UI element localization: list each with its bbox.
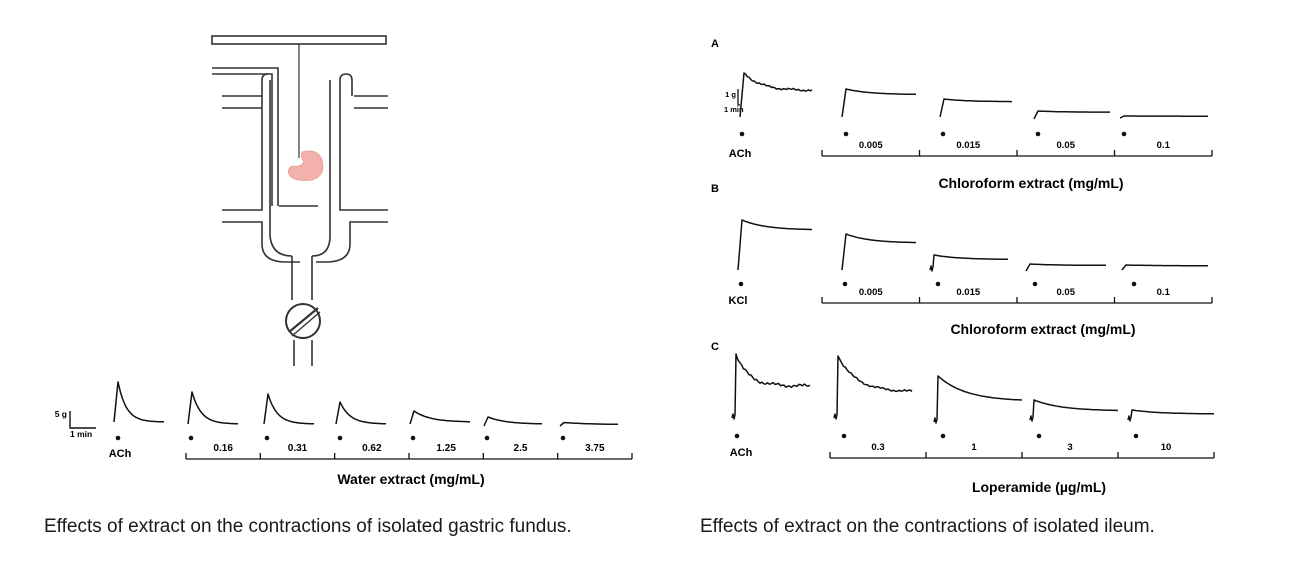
contraction-trace [833, 355, 913, 420]
axis-title-a: Chloroform extract (mg/mL) [938, 175, 1123, 191]
dose-label: 0.1 [1157, 287, 1171, 298]
contraction-trace [187, 391, 238, 425]
contraction-trace [335, 401, 387, 425]
contraction-trace [1119, 115, 1208, 119]
first-agent-label-b: KCl [729, 295, 748, 307]
application-marker [188, 435, 194, 441]
application-marker [1133, 433, 1139, 439]
application-marker [940, 131, 946, 137]
dose-label: 0.05 [1057, 140, 1076, 151]
contraction-trace [739, 72, 813, 118]
stomach-tissue [288, 150, 324, 181]
application-marker [935, 281, 941, 287]
axis-title-left: Water extract (mg/mL) [337, 471, 484, 487]
panel-letter-c: C [711, 341, 719, 353]
dose-axis-left: 0.16 0.31 0.62 1.25 2.5 3.75 [185, 443, 633, 460]
axis-title-c: Loperamide (µg/mL) [972, 479, 1106, 495]
dose-label: 0.3 [871, 442, 884, 453]
application-marker [738, 281, 744, 287]
panel-letter-a: A [711, 38, 719, 50]
application-marker [940, 433, 946, 439]
application-marker [484, 435, 490, 441]
dose-label: 0.005 [859, 140, 883, 151]
organ-bath-apparatus [211, 35, 388, 366]
dose-label: 1.25 [436, 443, 456, 454]
application-marker [115, 435, 121, 441]
dose-label: 1 [971, 442, 977, 453]
panel-a-traces [739, 72, 1208, 137]
contraction-trace [1127, 409, 1214, 422]
panel-letter-b: B [711, 183, 719, 195]
application-marker [843, 131, 849, 137]
contraction-trace [841, 233, 917, 271]
stopcock-icon [285, 303, 321, 339]
application-marker [264, 435, 270, 441]
contraction-trace [841, 88, 916, 118]
dose-label: 0.62 [362, 443, 382, 454]
dose-label: 0.015 [956, 287, 980, 298]
scale-time-label: 1 min [70, 429, 92, 439]
application-marker [734, 433, 740, 439]
dose-label: 0.015 [956, 140, 980, 151]
contraction-trace [731, 353, 811, 420]
dose-label: 10 [1161, 442, 1172, 453]
caption-ileum: Effects of extract on the contractions o… [700, 516, 1155, 537]
application-marker [1036, 433, 1042, 439]
application-marker [1032, 281, 1038, 287]
panel-b-traces [737, 219, 1208, 287]
dose-axis-c: 0.3 1 3 10 [829, 442, 1215, 459]
dose-label: 0.1 [1157, 140, 1171, 151]
contraction-trace [113, 381, 164, 423]
application-marker [842, 281, 848, 287]
scale-force-label: 5 g [55, 409, 67, 419]
dose-axis-b: 0.005 0.015 0.05 0.1 [821, 287, 1213, 304]
application-marker [739, 131, 745, 137]
contraction-trace [933, 375, 1023, 424]
dose-label: 3 [1067, 442, 1072, 453]
contraction-trace [559, 421, 618, 427]
contraction-trace [409, 410, 470, 425]
contraction-trace [1025, 263, 1106, 272]
dose-label: 0.05 [1057, 287, 1076, 298]
contraction-trace [1029, 399, 1119, 422]
dose-axis-a: 0.005 0.015 0.05 0.1 [821, 140, 1213, 157]
application-marker [841, 433, 847, 439]
application-marker [1131, 281, 1137, 287]
contraction-trace [929, 254, 1008, 272]
contraction-trace [939, 98, 1012, 118]
scale-time-label-a: 1 min [724, 105, 744, 114]
contraction-trace [1121, 264, 1208, 271]
caption-gastric-fundus: Effects of extract on the contractions o… [44, 516, 572, 537]
scale-bar-a: 1 g 1 min [724, 89, 744, 114]
dose-label: 2.5 [514, 443, 528, 454]
application-marker [1121, 131, 1127, 137]
application-marker [337, 435, 343, 441]
first-agent-label-c: ACh [730, 447, 753, 459]
axis-title-b: Chloroform extract (mg/mL) [950, 321, 1135, 337]
application-marker [1035, 131, 1041, 137]
contraction-trace [483, 416, 542, 427]
contraction-trace [737, 219, 812, 271]
dose-label: 0.005 [859, 287, 883, 298]
dose-label: 0.16 [213, 443, 233, 454]
panel-c-traces [731, 353, 1214, 439]
scale-force-label-a: 1 g [725, 90, 736, 99]
dose-label: 3.75 [585, 443, 605, 454]
left-traces [113, 381, 618, 441]
scale-bar-left: 5 g 1 min [55, 409, 96, 439]
contraction-trace [1033, 110, 1110, 120]
first-agent-label-a: ACh [729, 148, 752, 160]
application-marker [410, 435, 416, 441]
application-marker [560, 435, 566, 441]
first-agent-label: ACh [109, 448, 132, 460]
dose-label: 0.31 [288, 443, 308, 454]
transducer-bar [211, 35, 387, 45]
contraction-trace [263, 393, 314, 425]
